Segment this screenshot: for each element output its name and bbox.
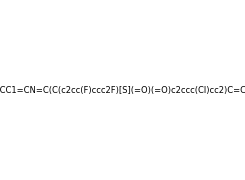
Text: OCC1=CN=C(C(c2cc(F)ccc2F)[S](=O)(=O)c2ccc(Cl)cc2)C=C1: OCC1=CN=C(C(c2cc(F)ccc2F)[S](=O)(=O)c2cc…: [0, 86, 245, 94]
